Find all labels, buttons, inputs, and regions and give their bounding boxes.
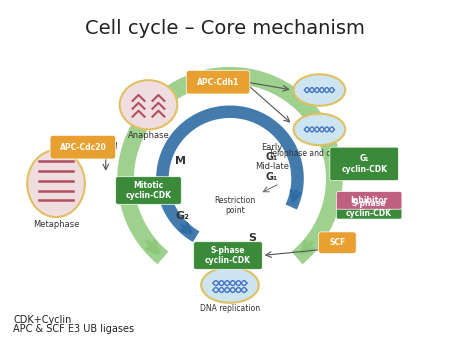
Text: G₁
cyclin-CDK: G₁ cyclin-CDK [341, 154, 387, 174]
Text: Anaphase: Anaphase [128, 131, 169, 140]
FancyBboxPatch shape [50, 135, 116, 159]
Text: G₁: G₁ [266, 172, 278, 182]
FancyBboxPatch shape [116, 177, 181, 204]
Text: Telophase and cytokinesis: Telophase and cytokinesis [270, 149, 369, 158]
Text: S-phase
cyclin-CDK: S-phase cyclin-CDK [205, 246, 251, 265]
Text: APC-Cdh1: APC-Cdh1 [197, 78, 239, 87]
Text: Mid-late: Mid-late [255, 162, 289, 171]
Text: Mitotic
cyclin-CDK: Mitotic cyclin-CDK [126, 181, 171, 200]
Text: APC & SCF E3 UB ligases: APC & SCF E3 UB ligases [14, 324, 135, 335]
Ellipse shape [293, 114, 345, 145]
Text: CDK+Cyclin: CDK+Cyclin [14, 315, 72, 324]
FancyBboxPatch shape [330, 147, 398, 180]
Ellipse shape [201, 267, 259, 303]
Text: S: S [248, 233, 256, 243]
Text: G₁: G₁ [266, 152, 278, 162]
Text: Cell cycle – Core mechanism: Cell cycle – Core mechanism [85, 19, 365, 38]
Ellipse shape [293, 74, 345, 106]
Text: SCF: SCF [329, 238, 346, 247]
Text: APC-Cdc20: APC-Cdc20 [59, 143, 106, 152]
Text: G₂: G₂ [175, 211, 189, 221]
Text: S-phase
cyclin-CDK: S-phase cyclin-CDK [346, 198, 392, 218]
Ellipse shape [120, 80, 177, 129]
FancyBboxPatch shape [336, 192, 402, 209]
Text: DNA replication: DNA replication [200, 304, 260, 313]
Text: Metaphase: Metaphase [33, 220, 79, 229]
Text: Restriction: Restriction [214, 196, 256, 205]
FancyBboxPatch shape [186, 70, 250, 94]
Text: Inhibitor: Inhibitor [351, 196, 388, 205]
FancyBboxPatch shape [319, 232, 356, 254]
Text: Early: Early [261, 143, 282, 152]
Text: point: point [225, 206, 245, 215]
Text: M: M [175, 156, 186, 166]
FancyBboxPatch shape [336, 197, 402, 219]
Ellipse shape [27, 150, 85, 217]
FancyBboxPatch shape [194, 242, 262, 269]
